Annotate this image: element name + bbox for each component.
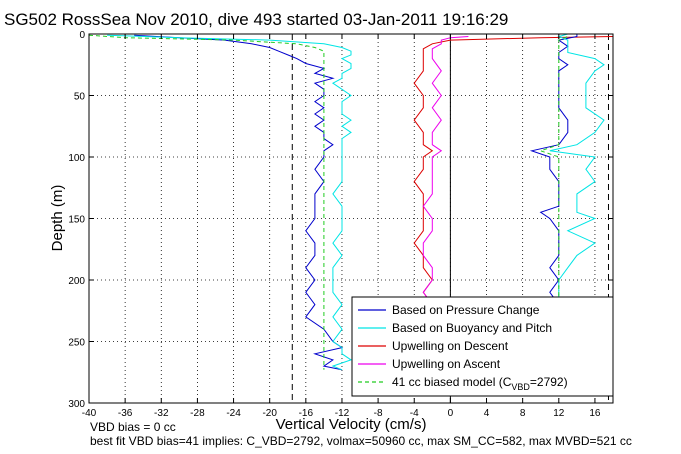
x-tick-label: -36 xyxy=(118,408,133,419)
x-tick-label: -24 xyxy=(226,408,241,419)
x-ticks: -40 -36 -32 -28 -24 -20 -16 -12 -8 -4 0 4 8 12 16 xyxy=(82,34,601,419)
x-tick-label: -16 xyxy=(299,408,314,419)
x-tick-label: 12 xyxy=(553,408,565,419)
y-tick-label: 250 xyxy=(68,338,85,349)
legend-label: Based on Pressure Change xyxy=(392,303,540,317)
x-tick-label: 0 xyxy=(448,408,454,419)
x-axis-label: Vertical Velocity (cm/s) xyxy=(276,416,427,433)
x-tick-label: -20 xyxy=(262,408,277,419)
x-tick-label: 8 xyxy=(520,408,526,419)
x-tick-label: -28 xyxy=(190,408,205,419)
y-tick-label: 100 xyxy=(68,153,85,164)
y-axis-label: Depth (m) xyxy=(49,185,66,252)
footer-vbd-bias: VBD bias = 0 cc xyxy=(90,420,176,434)
series-line-buoy_desc xyxy=(107,34,353,371)
x-tick-label: -40 xyxy=(82,408,97,419)
y-tick-label: 0 xyxy=(79,30,85,41)
legend: Based on Pressure Change Based on Buoyanc… xyxy=(351,296,614,397)
y-tick-label: 50 xyxy=(74,92,86,103)
series-line-pres_desc xyxy=(134,34,344,371)
y-tick-label: 300 xyxy=(68,399,85,410)
footer-best-fit: best fit VBD bias=41 implies: C_VBD=2792… xyxy=(90,434,632,448)
y-tick-label: 150 xyxy=(68,215,85,226)
x-tick-label: -32 xyxy=(154,408,169,419)
y-ticks: 0 50 100 150 200 250 300 xyxy=(68,30,613,410)
y-tick-label: 200 xyxy=(68,276,85,287)
legend-box xyxy=(351,296,614,397)
legend-label: Upwelling on Descent xyxy=(392,339,509,353)
x-tick-label: -12 xyxy=(335,408,350,419)
series-line-model_desc xyxy=(88,34,325,370)
chart-title: SG502 RossSea Nov 2010, dive 493 started… xyxy=(4,10,508,29)
x-tick-label: 4 xyxy=(484,408,490,419)
legend-label: Upwelling on Ascent xyxy=(392,357,501,371)
x-tick-label: -4 xyxy=(410,408,419,419)
legend-label: Based on Buoyancy and Pitch xyxy=(392,321,552,335)
x-tick-label: -8 xyxy=(374,408,383,419)
legend-label: 41 cc biased model (CVBD=2792) xyxy=(392,375,568,392)
x-tick-label: 16 xyxy=(589,408,601,419)
